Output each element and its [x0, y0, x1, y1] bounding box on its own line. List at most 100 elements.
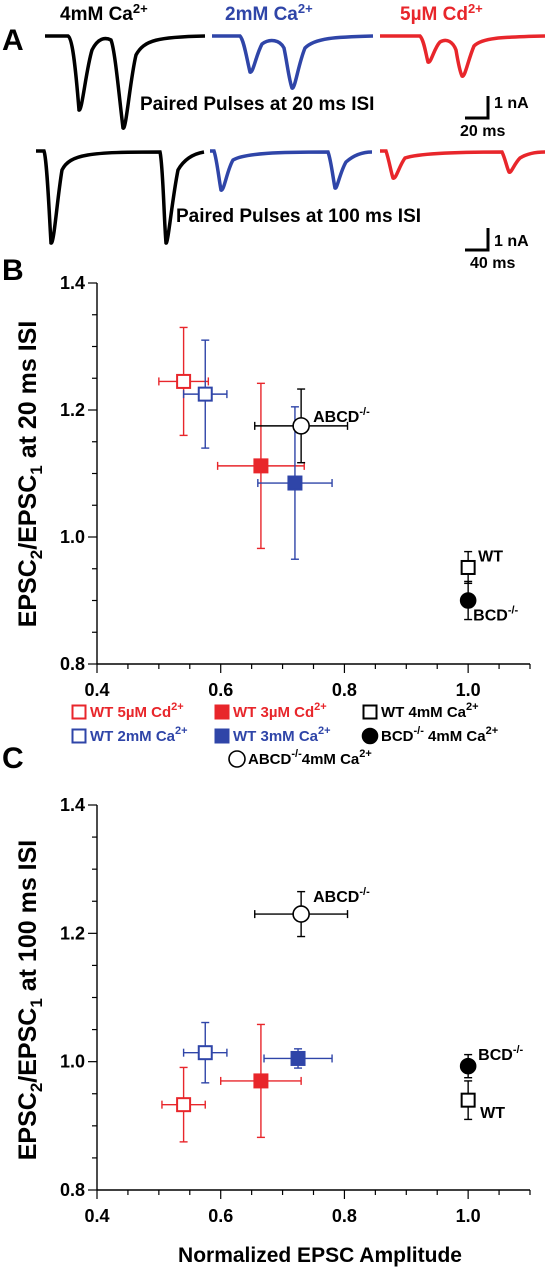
y-tick-label-c: 1.2	[60, 923, 85, 943]
legend-label: ABCD-/-4mM Ca2+	[248, 748, 372, 768]
legend-label: BCD-/- 4mM Ca2+	[381, 725, 498, 745]
legend-label-after: 4mM Ca	[424, 728, 486, 745]
legend-item-2: WT 4mM Ca2+	[362, 701, 479, 721]
point-marker	[460, 559, 476, 575]
legend-item-4: WT 3mM Ca2+	[214, 725, 331, 745]
caption-20ms: Paired Pulses at 20 ms ISI	[140, 94, 374, 115]
point-marker	[197, 386, 213, 402]
plot-panel-c: 0.8 1.0 1.2 1.4 0.4 0.6 0.8 1.0 ABCD-/- BCD-/- WT	[60, 795, 531, 1226]
point-marker	[290, 1050, 306, 1066]
legend-marker	[228, 750, 246, 768]
legend-marker	[214, 704, 230, 720]
legend-item-3: WT 2mM Ca2+	[71, 725, 188, 745]
scale-100ms-time: 40 ms	[470, 255, 515, 272]
condition-ca4-sup: 2+	[133, 1, 148, 16]
y-tick-label-b: 1.4	[60, 273, 85, 293]
point-label-sup: -/-	[513, 1044, 524, 1056]
point-label-text: BCD	[478, 1047, 513, 1064]
legend-marker	[71, 728, 87, 744]
trace-20ms-cd5	[380, 34, 546, 78]
condition-label-ca2: 2mM Ca2+	[225, 1, 313, 25]
legend-label-sup: 2+	[466, 701, 479, 713]
x-tick-label-b: 0.6	[208, 680, 233, 700]
legend-label-text: ABCD	[248, 751, 291, 768]
scale-bar-100ms: 1 nA 40 ms	[465, 228, 529, 272]
point-marker	[292, 417, 310, 435]
data-point-b-5: WT	[460, 548, 503, 585]
legend-label-text: BCD	[381, 728, 414, 745]
trace-100ms-cd5	[380, 149, 546, 180]
point-label: ABCD-/-	[313, 886, 370, 906]
legend-marker	[361, 727, 379, 745]
data-point-c-6: WT	[460, 1080, 505, 1122]
legend-label: WT 4mM Ca2+	[381, 701, 479, 721]
data-point-b-4: ABCD-/-	[254, 388, 370, 464]
condition-cd5-name: 5µM Cd	[400, 4, 468, 25]
x-tick-label-c: 0.4	[84, 1206, 109, 1226]
y-label-b-part1: EPSC	[14, 559, 42, 627]
legend-label-after: 4mM Ca	[302, 751, 360, 768]
trace-20ms-ca2	[212, 34, 374, 90]
y-tick-label-c: 1.4	[60, 795, 85, 815]
trace-100ms-ca4	[36, 149, 205, 245]
data-point-c-4: ABCD-/-	[254, 886, 370, 938]
legend-label-sup: -/-	[291, 748, 302, 760]
legend-label: WT 2mM Ca2+	[90, 725, 188, 745]
point-label: ABCD-/-	[313, 406, 370, 426]
panel-letter-c: C	[2, 742, 24, 775]
point-label-sup: -/-	[508, 605, 519, 617]
legend-item-1: WT 3µM Cd2+	[214, 701, 327, 721]
data-point-b-1	[182, 339, 228, 449]
data-point-c-3	[263, 1048, 333, 1069]
legend-label-text: WT 4mM Ca	[381, 704, 467, 721]
condition-label-ca4: 4mM Ca2+	[60, 1, 148, 25]
data-point-b-2	[216, 382, 305, 550]
point-marker	[287, 475, 303, 491]
scale-100ms-amp: 1 nA	[494, 233, 529, 250]
y-tick-label-b: 1.0	[60, 527, 85, 547]
y-label-b-part3: at 20 ms ISI	[14, 321, 42, 466]
trace-100ms-ca2	[210, 149, 373, 192]
scale-20ms-time: 20 ms	[460, 123, 505, 140]
legend-label-sup: 2+	[318, 725, 331, 737]
legend-label-text: WT 5µM Cd	[90, 704, 171, 721]
x-tick-label-b: 0.8	[332, 680, 357, 700]
legend-label: WT 3µM Cd2+	[233, 701, 327, 721]
traces-20ms	[45, 34, 546, 130]
y-tick-label-b: 0.8	[60, 654, 85, 674]
point-marker	[197, 1045, 213, 1061]
x-tick-label-c: 1.0	[456, 1206, 481, 1226]
caption-100ms: Paired Pulses at 100 ms ISI	[176, 206, 421, 227]
panel-letter-b: B	[2, 254, 24, 287]
point-label-text: ABCD	[313, 409, 359, 426]
y-axis-label-c: EPSC2/EPSC1 at 100 ms ISI	[14, 840, 46, 1161]
condition-ca4-name: 4mM Ca	[60, 4, 133, 25]
legend-label-sup2: 2+	[486, 725, 499, 737]
point-marker	[176, 373, 192, 389]
legend-item-0: WT 5µM Cd2+	[71, 701, 184, 721]
y-tick-label-c: 1.0	[60, 1052, 85, 1072]
data-point-c-1	[182, 1021, 228, 1084]
legend-item-5: BCD-/- 4mM Ca2+	[361, 725, 498, 745]
data-point-c-5: BCD-/-	[459, 1044, 524, 1079]
x-tick-label-c: 0.8	[332, 1206, 357, 1226]
legend-label-sup: 2+	[171, 701, 184, 713]
legend-label-sup: 2+	[314, 701, 327, 713]
point-label: WT	[480, 1105, 505, 1122]
x-tick-label-b: 1.0	[456, 680, 481, 700]
condition-cd5-sup: 2+	[468, 1, 483, 16]
legend-item-6: ABCD-/-4mM Ca2+	[228, 748, 372, 768]
point-label-text: BCD	[473, 608, 508, 625]
point-label-sup: -/-	[359, 406, 370, 418]
point-label: BCD-/-	[473, 605, 518, 625]
y-label-c-part2: /EPSC	[14, 1008, 42, 1083]
y-tick-label-c: 0.8	[60, 1180, 85, 1200]
legend-label-text: WT 3µM Cd	[233, 704, 314, 721]
y-label-c-sub2: 1	[27, 998, 46, 1007]
x-tick-label-c: 0.6	[208, 1206, 233, 1226]
scale-bar-20ms: 1 nA 20 ms	[460, 95, 529, 140]
legend-label-text: WT 3mM Ca	[233, 728, 319, 745]
point-marker	[459, 592, 477, 609]
